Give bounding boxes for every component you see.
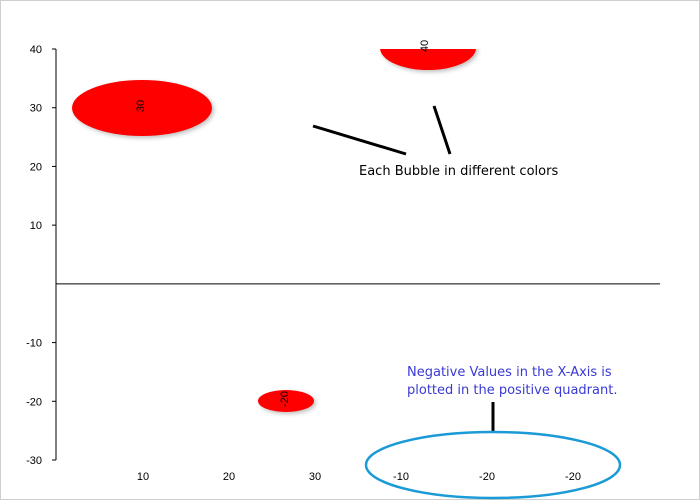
bubbles-layer: 30 40 -20 — [72, 40, 476, 412]
y-tick-label: 40 — [30, 44, 42, 56]
annotations-layer: Each Bubble in different colors Negative … — [312, 105, 622, 500]
bubble-30 — [72, 80, 212, 136]
bubble-40 — [380, 49, 476, 70]
x-tick-label: -10 — [393, 471, 409, 483]
negative-x-note-line2: plotted in the positive quadrant. — [407, 383, 617, 398]
y-tick-label: 20 — [30, 161, 42, 173]
x-tick-label: 20 — [223, 471, 235, 483]
y-tick-label: -30 — [26, 455, 42, 467]
pointer-line — [312, 124, 407, 156]
y-tick-label: -10 — [26, 338, 42, 350]
y-tick-label: 10 — [30, 220, 42, 232]
bubble--20 — [258, 390, 314, 412]
axes-layer: -30 -20 -10 10 20 30 40 10 20 30 -10 -20 -20 — [26, 44, 660, 483]
y-tick-label: 30 — [30, 103, 42, 115]
x-tick-label: 30 — [309, 471, 321, 483]
x-tick-label: -20 — [479, 471, 495, 483]
highlight-circle — [364, 430, 622, 500]
bubble-data-label: -20 — [279, 391, 291, 407]
pointer-line — [432, 105, 452, 155]
negative-x-note-line1: Negative Values in the X-Axis is — [407, 365, 612, 380]
x-tick-label: 10 — [137, 471, 149, 483]
bubble-data-label: 30 — [135, 100, 147, 112]
bubble-data-label: 40 — [419, 40, 431, 52]
bubble-colors-note: Each Bubble in different colors — [359, 164, 558, 179]
y-tick-label: -20 — [26, 396, 42, 408]
x-tick-label: -20 — [565, 471, 581, 483]
